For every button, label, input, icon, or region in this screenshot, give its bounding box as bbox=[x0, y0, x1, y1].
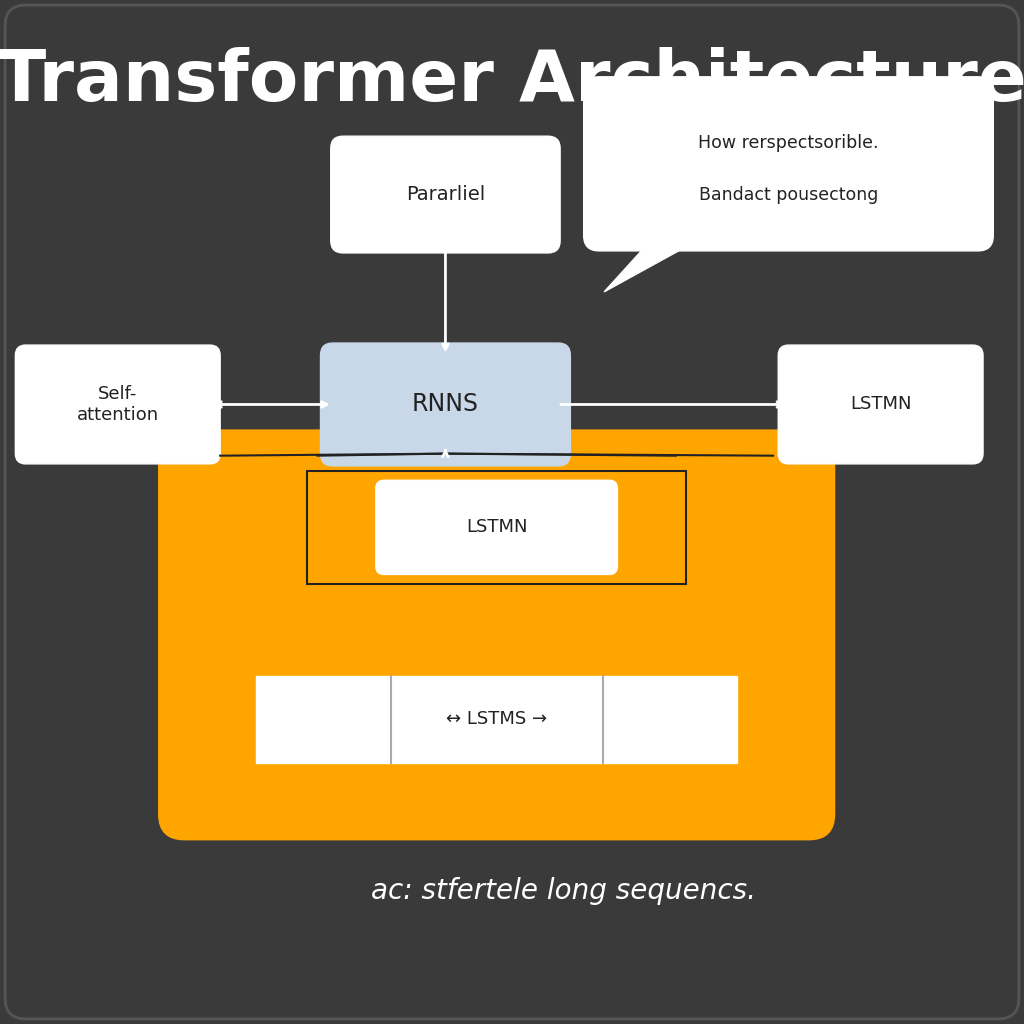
FancyBboxPatch shape bbox=[331, 136, 560, 253]
FancyBboxPatch shape bbox=[159, 430, 835, 840]
Text: LSTMN: LSTMN bbox=[850, 395, 911, 414]
Text: How rerspectsorible.: How rerspectsorible. bbox=[698, 134, 879, 153]
FancyBboxPatch shape bbox=[5, 5, 1019, 1019]
Text: Pararliel: Pararliel bbox=[406, 185, 485, 204]
Text: Bandact pousectong: Bandact pousectong bbox=[698, 185, 879, 204]
Bar bbox=[307, 471, 686, 584]
FancyBboxPatch shape bbox=[584, 77, 993, 251]
Text: ac: stfertele long sequencs.: ac: stfertele long sequencs. bbox=[371, 877, 756, 905]
FancyBboxPatch shape bbox=[778, 345, 983, 464]
Polygon shape bbox=[604, 236, 707, 292]
FancyBboxPatch shape bbox=[321, 343, 570, 466]
Text: Self-
attention: Self- attention bbox=[77, 385, 159, 424]
Bar bbox=[256, 676, 737, 763]
FancyBboxPatch shape bbox=[15, 345, 220, 464]
FancyBboxPatch shape bbox=[376, 480, 617, 574]
Text: ↔ LSTMS →: ↔ LSTMS → bbox=[446, 711, 547, 728]
Text: LSTMN: LSTMN bbox=[466, 518, 527, 537]
Text: Transformer Architecture: Transformer Architecture bbox=[0, 47, 1024, 117]
Text: RNNS: RNNS bbox=[412, 392, 479, 417]
